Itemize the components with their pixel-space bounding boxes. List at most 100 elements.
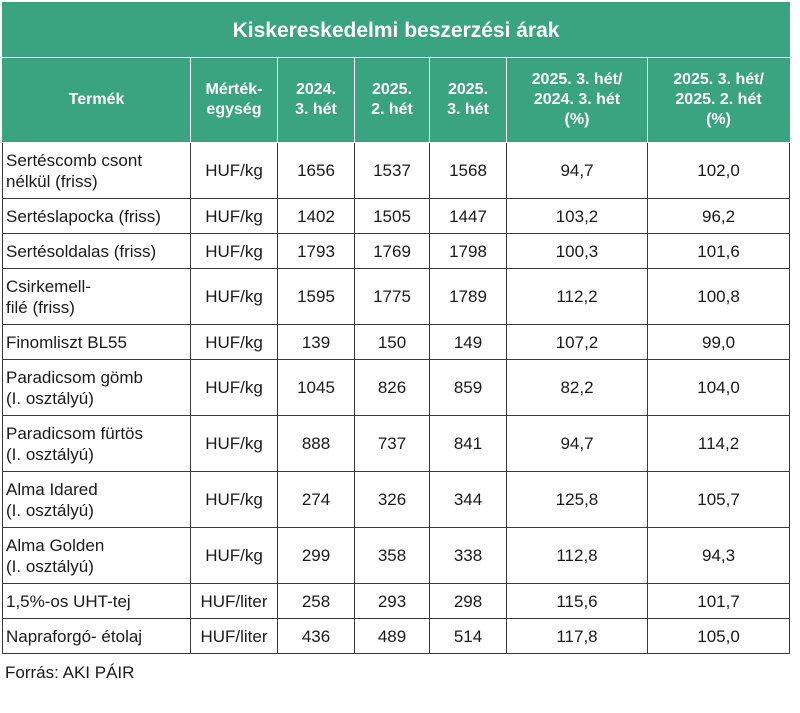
value-2025-w2-cell: 150 bbox=[354, 324, 430, 360]
ratio-yoy-cell: 112,2 bbox=[506, 268, 648, 325]
value-2025-w3-cell: 1789 bbox=[429, 268, 507, 325]
product-cell: Csirkemell-filé (friss) bbox=[2, 268, 191, 325]
product-cell: 1,5%-os UHT-tej bbox=[2, 583, 191, 619]
table-row: Csirkemell-filé (friss) HUF/kg 1595 1775 178… bbox=[2, 268, 791, 325]
unit-cell: HUF/kg bbox=[190, 359, 278, 416]
product-cell: Sertéscomb csont nélkül (friss) bbox=[2, 142, 191, 199]
unit-cell: HUF/kg bbox=[190, 142, 278, 199]
table-row: 1,5%-os UHT-tej HUF/liter 258 293 298 115,6 10… bbox=[2, 583, 791, 619]
table-body: Sertéscomb csont nélkül (friss) HUF/kg 1656… bbox=[2, 142, 791, 654]
ratio-yoy-cell: 115,6 bbox=[506, 583, 648, 619]
value-2024-w3-cell: 1793 bbox=[277, 233, 355, 269]
value-2024-w3-cell: 1656 bbox=[277, 142, 355, 199]
ratio-wow-cell: 101,6 bbox=[646, 233, 791, 269]
table-row: Sertéscomb csont nélkül (friss) HUF/kg 1656… bbox=[2, 142, 791, 199]
value-2025-w3-cell: 298 bbox=[429, 583, 507, 619]
product-cell: Paradicsom fürtös (I. osztályú) bbox=[2, 415, 191, 472]
unit-cell: HUF/kg bbox=[190, 268, 278, 325]
table-row: Alma Idared (I. osztályú) HUF/kg 274 326 344 1… bbox=[2, 471, 791, 528]
value-2024-w3-cell: 888 bbox=[277, 415, 355, 472]
value-2025-w2-cell: 1775 bbox=[354, 268, 430, 325]
value-2024-w3-cell: 1045 bbox=[277, 359, 355, 416]
value-2025-w3-cell: 859 bbox=[429, 359, 507, 416]
ratio-wow-cell: 94,3 bbox=[646, 527, 791, 584]
ratio-yoy-cell: 107,2 bbox=[506, 324, 648, 360]
ratio-wow-cell: 99,0 bbox=[646, 324, 791, 360]
value-2025-w2-cell: 293 bbox=[354, 583, 430, 619]
product-cell: Paradicsom gömb (I. osztályú) bbox=[2, 359, 191, 416]
price-table: Kiskereskedelmi beszerzési árak Termék Mé… bbox=[1, 2, 791, 654]
table-row: Napraforgó- étolaj HUF/liter 436 489 514 117,… bbox=[2, 618, 791, 654]
product-cell: Napraforgó- étolaj bbox=[2, 618, 191, 654]
header-2024-w3: 2024. 3. hét bbox=[277, 57, 355, 143]
ratio-wow-cell: 105,7 bbox=[646, 471, 791, 528]
table-title: Kiskereskedelmi beszerzési árak bbox=[1, 2, 791, 58]
ratio-wow-cell: 101,7 bbox=[646, 583, 791, 619]
value-2025-w2-cell: 358 bbox=[354, 527, 430, 584]
table-row: Sertésoldalas (friss) HUF/kg 1793 1769 1798 1… bbox=[2, 233, 791, 269]
table-row: Finomliszt BL55 HUF/kg 139 150 149 107,2 99,0 bbox=[2, 324, 791, 360]
product-cell: Sertésoldalas (friss) bbox=[2, 233, 191, 269]
ratio-yoy-cell: 82,2 bbox=[506, 359, 648, 416]
price-table-container: Kiskereskedelmi beszerzési árak Termék Mé… bbox=[1, 2, 791, 683]
value-2025-w3-cell: 344 bbox=[429, 471, 507, 528]
product-cell: Finomliszt BL55 bbox=[2, 324, 191, 360]
ratio-wow-cell: 96,2 bbox=[646, 198, 791, 234]
unit-cell: HUF/kg bbox=[190, 527, 278, 584]
value-2025-w2-cell: 1537 bbox=[354, 142, 430, 199]
value-2024-w3-cell: 139 bbox=[277, 324, 355, 360]
ratio-yoy-cell: 94,7 bbox=[506, 415, 648, 472]
unit-cell: HUF/kg bbox=[190, 324, 278, 360]
value-2024-w3-cell: 436 bbox=[277, 618, 355, 654]
ratio-wow-cell: 100,8 bbox=[646, 268, 791, 325]
header-2025-w3: 2025. 3. hét bbox=[429, 57, 507, 143]
value-2024-w3-cell: 299 bbox=[277, 527, 355, 584]
value-2025-w3-cell: 338 bbox=[429, 527, 507, 584]
value-2025-w2-cell: 326 bbox=[354, 471, 430, 528]
value-2025-w3-cell: 514 bbox=[429, 618, 507, 654]
value-2024-w3-cell: 258 bbox=[277, 583, 355, 619]
value-2025-w2-cell: 1505 bbox=[354, 198, 430, 234]
value-2025-w2-cell: 489 bbox=[354, 618, 430, 654]
header-row: Termék Mérték-egység 2024. 3. hét 2025. 2. hé… bbox=[2, 57, 791, 143]
product-cell: Alma Golden (I. osztályú) bbox=[2, 527, 191, 584]
unit-cell: HUF/kg bbox=[190, 198, 278, 234]
unit-cell: HUF/kg bbox=[190, 415, 278, 472]
header-ratio-yoy: 2025. 3. hét/2024. 3. hét (%) bbox=[506, 57, 648, 143]
unit-cell: HUF/liter bbox=[190, 618, 278, 654]
table-row: Sertéslapocka (friss) HUF/kg 1402 1505 1447 1… bbox=[2, 198, 791, 234]
ratio-yoy-cell: 103,2 bbox=[506, 198, 648, 234]
value-2024-w3-cell: 1595 bbox=[277, 268, 355, 325]
product-cell: Alma Idared (I. osztályú) bbox=[2, 471, 191, 528]
unit-cell: HUF/liter bbox=[190, 583, 278, 619]
ratio-wow-cell: 104,0 bbox=[646, 359, 791, 416]
table-row: Paradicsom gömb (I. osztályú) HUF/kg 1045 82… bbox=[2, 359, 791, 416]
header-2025-w2: 2025. 2. hét bbox=[354, 57, 430, 143]
value-2025-w3-cell: 841 bbox=[429, 415, 507, 472]
product-cell: Sertéslapocka (friss) bbox=[2, 198, 191, 234]
ratio-wow-cell: 102,0 bbox=[646, 142, 791, 199]
value-2025-w2-cell: 1769 bbox=[354, 233, 430, 269]
table-row: Alma Golden (I. osztályú) HUF/kg 299 358 338 1… bbox=[2, 527, 791, 584]
ratio-wow-cell: 105,0 bbox=[646, 618, 791, 654]
table-row: Paradicsom fürtös (I. osztályú) HUF/kg 888 7… bbox=[2, 415, 791, 472]
ratio-yoy-cell: 100,3 bbox=[506, 233, 648, 269]
value-2025-w2-cell: 737 bbox=[354, 415, 430, 472]
header-product: Termék bbox=[2, 57, 191, 143]
unit-cell: HUF/kg bbox=[190, 233, 278, 269]
value-2024-w3-cell: 1402 bbox=[277, 198, 355, 234]
value-2025-w3-cell: 1568 bbox=[429, 142, 507, 199]
header-unit: Mérték-egység bbox=[190, 57, 278, 143]
ratio-wow-cell: 114,2 bbox=[646, 415, 791, 472]
ratio-yoy-cell: 117,8 bbox=[506, 618, 648, 654]
header-ratio-wow: 2025. 3. hét/2025. 2. hét (%) bbox=[646, 57, 791, 143]
ratio-yoy-cell: 125,8 bbox=[506, 471, 648, 528]
unit-cell: HUF/kg bbox=[190, 471, 278, 528]
ratio-yoy-cell: 112,8 bbox=[506, 527, 648, 584]
title-row: Kiskereskedelmi beszerzési árak bbox=[1, 2, 791, 58]
value-2025-w3-cell: 1798 bbox=[429, 233, 507, 269]
source-note: Forrás: AKI PÁIR bbox=[5, 663, 135, 682]
value-2024-w3-cell: 274 bbox=[277, 471, 355, 528]
value-2025-w2-cell: 826 bbox=[354, 359, 430, 416]
ratio-yoy-cell: 94,7 bbox=[506, 142, 648, 199]
